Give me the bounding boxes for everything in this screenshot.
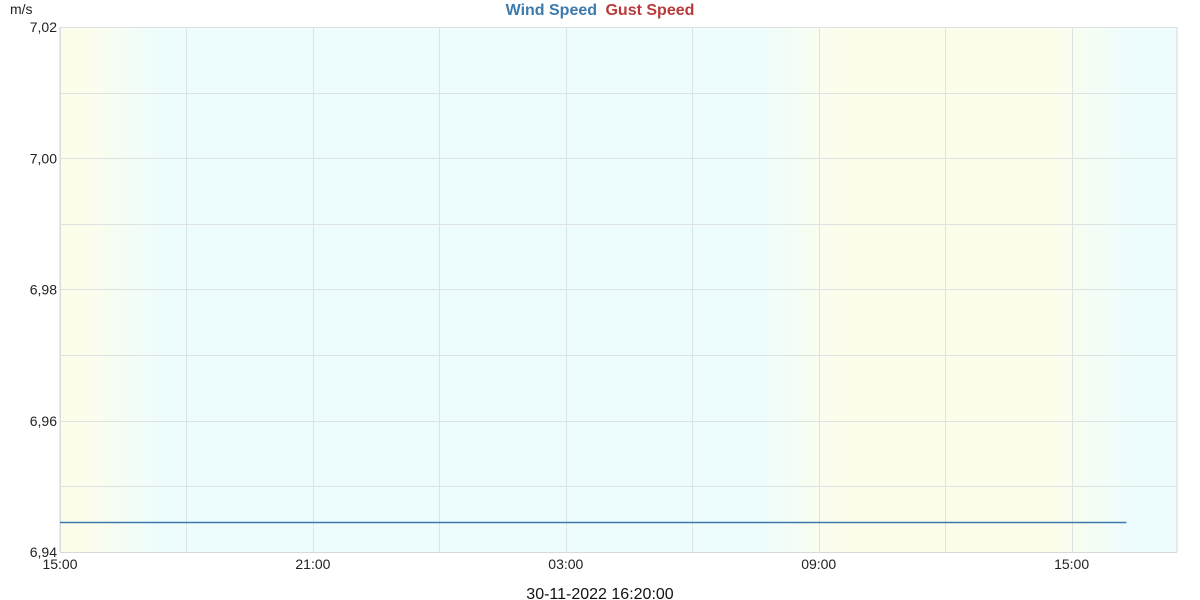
x-tick-label: 15:00 bbox=[42, 556, 77, 572]
x-axis-ticks: 15:00 21:00 03:00 09:00 15:00 bbox=[42, 556, 1089, 572]
y-tick-label: 7,00 bbox=[30, 150, 57, 166]
y-tick-label: 6,96 bbox=[30, 413, 57, 429]
legend: Wind Speed Gust Speed bbox=[506, 2, 695, 19]
x-tick-label: 09:00 bbox=[801, 556, 836, 572]
y-tick-label: 6,98 bbox=[30, 282, 57, 298]
x-tick-label: 03:00 bbox=[548, 556, 583, 572]
y-axis-ticks: 7,02 7,00 6,98 6,96 6,94 bbox=[30, 19, 57, 560]
y-tick-label: 7,02 bbox=[30, 19, 57, 35]
y-tick-label: 6,94 bbox=[30, 544, 57, 560]
legend-entry-wind-speed[interactable]: Wind Speed bbox=[506, 2, 597, 19]
grid bbox=[59, 27, 1178, 553]
x-tick-label: 15:00 bbox=[1054, 556, 1089, 572]
y-axis-unit: m/s bbox=[10, 1, 33, 17]
footer-timestamp: 30-11-2022 16:20:00 bbox=[526, 586, 673, 600]
legend-entry-gust-speed[interactable]: Gust Speed bbox=[605, 2, 694, 19]
x-tick-label: 21:00 bbox=[295, 556, 330, 572]
